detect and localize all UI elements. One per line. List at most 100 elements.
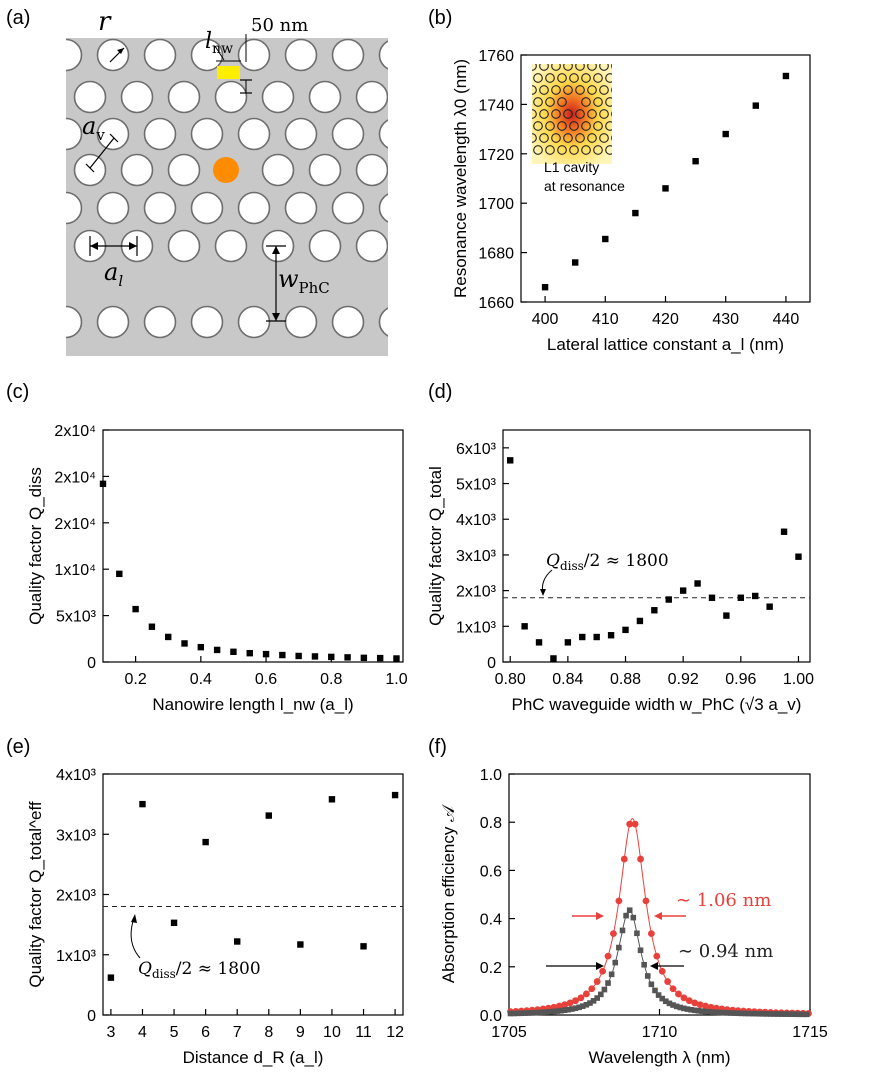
y-tick-label: 1740 [478,97,514,114]
inset-hole [569,121,579,131]
data-point-red [658,967,666,975]
inset-hole [563,64,573,71]
x-tick-label: 0.84 [552,671,583,688]
av-label: av [82,112,105,144]
data-point-black [659,995,666,1002]
inset-hole [593,97,603,107]
air-hole [308,229,342,263]
data-point-black [793,1011,799,1018]
data-point-black [702,1008,709,1015]
data-point [752,592,759,600]
data-point-red [685,997,693,1005]
emitter-dot [213,157,239,183]
inset-hole [539,133,549,143]
data-point-black [753,1010,759,1017]
y-tick-label: 3x10³ [456,548,497,565]
lnw-label: lnw [205,29,233,57]
y-tick-label: 0.8 [480,815,502,832]
y-tick-label: 2x10⁴ [54,423,96,440]
air-hole [284,117,318,151]
air-hole [190,38,224,72]
data-point-black [728,1010,734,1016]
data-point [607,632,615,639]
air-hole [378,119,388,149]
e-annotation: Qdiss/2 ≈ 1800 [138,959,261,981]
inset-hole [575,64,585,71]
y-tick-label: 6x10³ [456,441,497,458]
y-tick-label: 2x10³ [56,888,97,905]
y-tick-label: 2x10³ [456,584,497,601]
inset-hole [599,85,609,95]
f-red-arrowhead-right [654,912,662,920]
data-point-black [666,1000,673,1007]
chart-c: 0.2 0.4 0.6 0.8 1.0 0 5x10³ 1x10⁴ 2x10⁴ 2x10⁴ 2x10… [26,423,408,714]
y-axis-label: Quality factor Q_total [426,466,445,626]
data-point-black [641,961,647,968]
d-ann-rest: /2 ≈ 1800 [584,551,669,571]
data-point-red [691,999,699,1007]
x-tick-label: 12 [386,1024,404,1041]
x-tick-label: 8 [264,1024,273,1041]
inset-hole [545,97,555,107]
data-point-red [577,994,585,1002]
data-point-red [566,999,574,1007]
x-tick-label: 3 [106,1024,115,1041]
inset-hole [563,133,573,143]
air-hole [73,80,107,114]
data-point-red [664,978,672,985]
inset-hole [599,64,609,71]
air-hole [237,191,271,225]
air-holes [66,38,435,339]
data-point-red [653,952,661,960]
inset-hole [593,73,603,83]
data-point [737,594,745,601]
inset-hole [611,111,612,117]
data-point-red [582,990,590,998]
data-point-black [525,1010,532,1016]
data-point-black [713,1009,720,1016]
data-point-black [652,987,658,994]
inset-hole [545,73,555,83]
inset-hole [539,64,549,71]
inset-hole [581,145,591,155]
w-arrowheads [272,246,280,321]
air-hole [73,153,107,187]
y-axis-label: Quality factor Q_total^eff [26,801,45,988]
data-point-black [764,1011,770,1017]
data-point-black [543,1009,550,1015]
data-point [722,130,729,138]
data-point-black [673,1003,680,1010]
f-red-width-label: ∼ 1.06 nm [676,890,771,911]
data-point-black [561,1007,568,1014]
data-point-red [669,985,677,993]
x-tick-label: 430 [712,311,739,328]
e-annotation-arrow [130,917,141,959]
air-hole [143,38,177,72]
air-hole [66,305,83,339]
data-point-black [623,912,629,919]
x-tick-label: 6 [201,1024,210,1041]
data-point-red [588,985,596,993]
air-hole [96,38,130,72]
data-point [766,603,773,610]
data-point-black [572,1005,579,1012]
data-point-red [572,997,579,1005]
inset-hole [533,97,543,107]
air-hole [404,155,435,186]
e-annotation-arrowhead [131,914,137,923]
data-point-black [637,947,644,954]
inset-cavity: L1 cavity at resonance [532,64,625,194]
inset-hole [569,73,579,83]
y-tick-label: 1700 [478,196,514,213]
inset-hole [611,64,612,69]
data-point [662,185,669,192]
av-sub: v [95,126,105,144]
inset-text-1: L1 cavity [544,159,599,175]
d-annotation-arrowhead [540,589,546,596]
data-point-black [688,1006,694,1013]
data-point [795,553,802,560]
data-point [262,650,270,658]
x-tick-label: 0.2 [124,671,146,688]
inset-hole [575,85,585,95]
data-point-red [620,855,628,863]
